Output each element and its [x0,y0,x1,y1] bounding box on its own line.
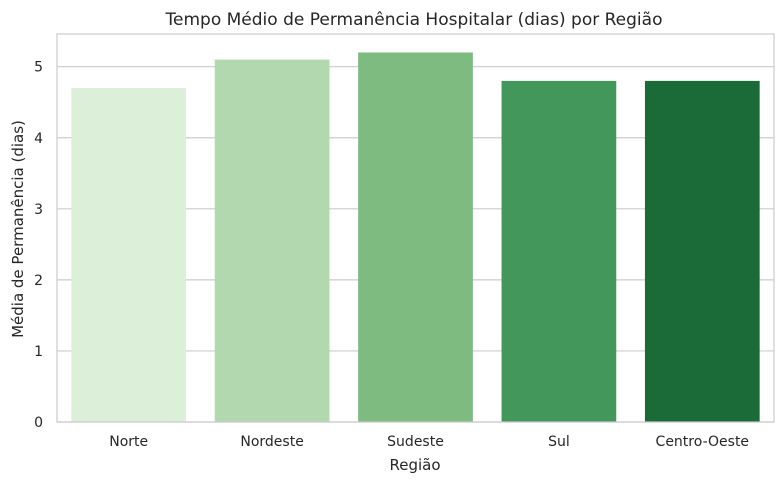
bars [71,52,760,423]
bar-sul [501,80,617,423]
y-axis-label: Média de Permanência (dias) [9,120,27,338]
y-tick-label: 0 [34,415,43,431]
y-tick-label: 3 [34,202,43,218]
x-tick-label: Sudeste [387,434,444,450]
x-tick-label: Sul [548,434,570,450]
plot-frame [56,33,775,423]
x-tick-label: Nordeste [240,434,303,450]
x-axis-label: Região [389,456,440,474]
x-tick-label: Norte [109,434,148,450]
bar-centro-oeste [644,80,760,423]
bar-sudeste [358,52,473,422]
y-tick-labels: 0 1 2 3 4 5 [34,60,43,431]
y-tick-label: 2 [34,273,43,289]
y-tick-label: 5 [34,60,43,76]
x-tick-labels: Norte Nordeste Sudeste Sul Centro-Oeste [109,434,749,450]
bar-norte [71,88,187,422]
chart-title: Tempo Médio de Permanência Hospitalar (d… [165,10,663,30]
bar-nordeste [214,59,330,422]
y-tick-label: 4 [34,131,43,147]
y-tick-label: 1 [34,344,43,360]
x-tick-label: Centro-Oeste [656,434,750,450]
